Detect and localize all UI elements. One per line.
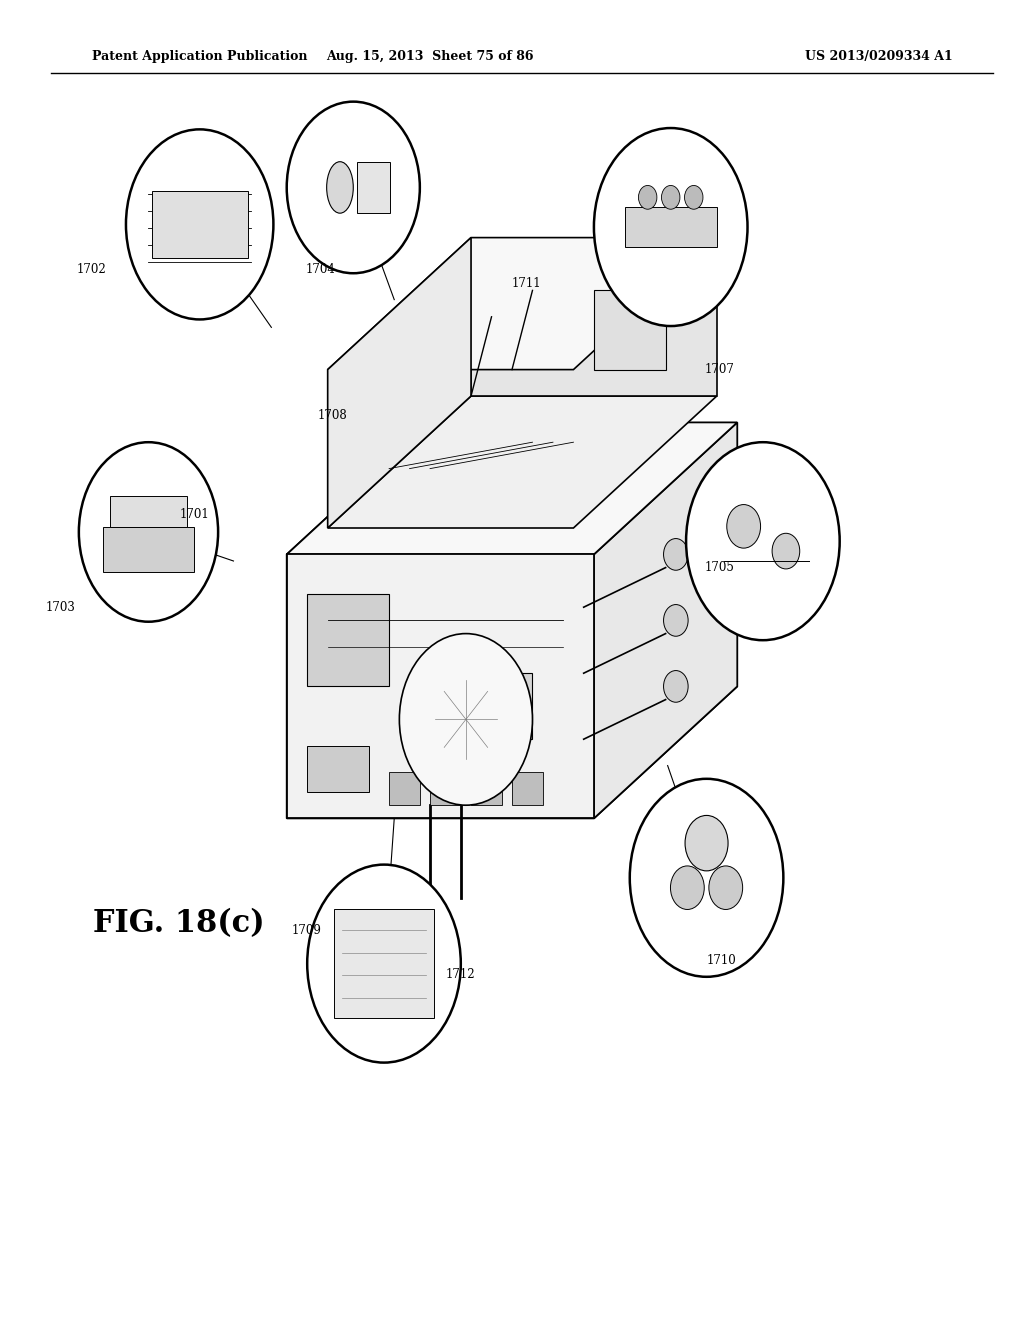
Text: 1712: 1712: [445, 968, 475, 981]
Circle shape: [671, 866, 705, 909]
Circle shape: [662, 186, 680, 210]
Polygon shape: [471, 238, 717, 396]
Circle shape: [287, 102, 420, 273]
Circle shape: [664, 539, 688, 570]
Circle shape: [727, 504, 761, 548]
Text: 1703: 1703: [46, 601, 76, 614]
Text: 1704: 1704: [305, 263, 335, 276]
Text: Aug. 15, 2013  Sheet 75 of 86: Aug. 15, 2013 Sheet 75 of 86: [327, 50, 534, 63]
Polygon shape: [287, 686, 737, 818]
Circle shape: [79, 442, 218, 622]
Bar: [307, 594, 389, 686]
Text: FIG. 18(c): FIG. 18(c): [93, 908, 265, 940]
Bar: [334, 909, 434, 1018]
Ellipse shape: [327, 162, 353, 214]
Polygon shape: [287, 554, 594, 818]
Text: Patent Application Publication: Patent Application Publication: [92, 50, 307, 63]
Bar: [152, 191, 248, 257]
Bar: [594, 290, 666, 370]
Text: 1711: 1711: [512, 277, 542, 290]
Polygon shape: [287, 422, 737, 554]
Text: 1708: 1708: [317, 409, 347, 422]
Text: 1701: 1701: [179, 508, 209, 521]
Circle shape: [307, 865, 461, 1063]
Text: 1705: 1705: [705, 561, 734, 574]
Circle shape: [664, 605, 688, 636]
Bar: [471, 772, 502, 805]
Bar: [111, 496, 186, 528]
Circle shape: [709, 866, 742, 909]
Circle shape: [686, 442, 840, 640]
Bar: [625, 207, 717, 247]
Circle shape: [772, 533, 800, 569]
Circle shape: [399, 634, 532, 805]
Polygon shape: [328, 238, 471, 528]
Bar: [430, 772, 461, 805]
Polygon shape: [328, 396, 717, 528]
Circle shape: [684, 186, 703, 210]
Bar: [410, 673, 532, 739]
Polygon shape: [328, 238, 717, 370]
Polygon shape: [287, 422, 430, 818]
Text: 1710: 1710: [707, 954, 736, 968]
Text: 1702: 1702: [77, 263, 106, 276]
Polygon shape: [594, 422, 737, 818]
Circle shape: [639, 186, 657, 210]
Text: 1709: 1709: [292, 924, 322, 937]
Circle shape: [664, 671, 688, 702]
Circle shape: [685, 816, 728, 871]
Circle shape: [630, 779, 783, 977]
Text: 1707: 1707: [705, 363, 734, 376]
Text: US 2013/0209334 A1: US 2013/0209334 A1: [805, 50, 952, 63]
Circle shape: [126, 129, 273, 319]
Bar: [512, 772, 543, 805]
Bar: [356, 162, 390, 214]
Bar: [389, 772, 420, 805]
Bar: [103, 528, 194, 573]
Circle shape: [594, 128, 748, 326]
Bar: [307, 746, 369, 792]
